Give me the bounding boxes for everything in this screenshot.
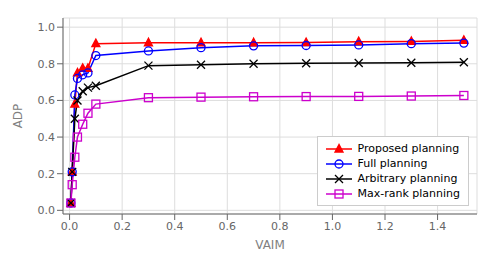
svg-text:1.4: 1.4: [429, 220, 447, 233]
html-text:Max-rank planning: Max-rank planning: [357, 187, 460, 200]
svg-text:1.0: 1.0: [38, 21, 56, 34]
svg-text:0.0: 0.0: [38, 204, 56, 217]
svg-text:ADP: ADP: [11, 104, 25, 129]
svg-text:1.0: 1.0: [324, 220, 342, 233]
svg-text:0.8: 0.8: [38, 58, 56, 71]
html-text:Proposed planning: Proposed planning: [357, 142, 460, 155]
svg-text:0.6: 0.6: [38, 94, 56, 107]
svg-text:1.2: 1.2: [376, 220, 394, 233]
svg-text:0.2: 0.2: [113, 220, 131, 233]
svg-text:0.0: 0.0: [61, 220, 79, 233]
html-text:Arbitrary planning: Arbitrary planning: [357, 172, 458, 185]
html-text:Full planning: Full planning: [357, 157, 428, 170]
svg-text:0.2: 0.2: [38, 168, 56, 181]
svg-text:0.6: 0.6: [219, 220, 237, 233]
svg-text:VAIM: VAIM: [255, 238, 285, 252]
svg-text:0.4: 0.4: [38, 131, 56, 144]
svg-text:0.8: 0.8: [271, 220, 289, 233]
svg-text:0.4: 0.4: [166, 220, 184, 233]
